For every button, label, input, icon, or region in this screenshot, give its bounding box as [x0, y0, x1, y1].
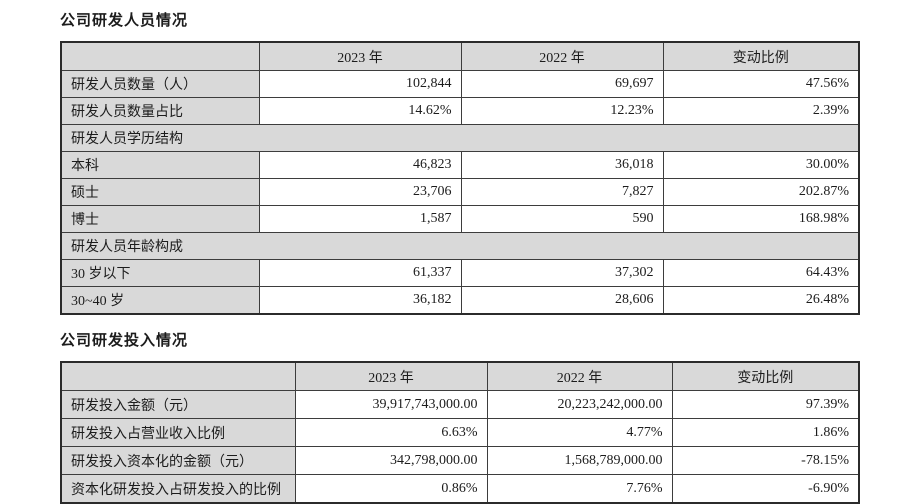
row-label-cell: 研发投入金额（元） [60, 390, 296, 419]
value-2022-cell: 69,697 [460, 70, 664, 98]
row-label-cell: 研发投入占营业收入比例 [60, 418, 296, 447]
value-2023-cell: 102,844 [258, 70, 462, 98]
row-label-cell: 30 岁以下 [60, 259, 260, 287]
value-2023-cell: 46,823 [258, 151, 462, 179]
change-ratio-cell: 2.39% [662, 97, 860, 125]
value-2023-cell: 1,587 [258, 205, 462, 233]
column-header: 2022 年 [486, 361, 673, 391]
section-header-row: 研发人员学历结构 [60, 124, 860, 152]
rd-investment-section-title: 公司研发投入情况 [60, 333, 189, 349]
row-label-cell: 博士 [60, 205, 260, 233]
rd-investment-table: 2023 年 2022 年变动比例 研发投入金额（元） 39,917,743,000… [60, 361, 860, 504]
rd-investment-table-head: 2023 年 2022 年变动比例 [60, 361, 860, 391]
table-row: 博士 1,587 590 168.98% [60, 205, 860, 233]
change-ratio-cell: 30.00% [662, 151, 860, 179]
value-2022-cell: 1,568,789,000.00 [486, 446, 673, 475]
value-2023-cell: 342,798,000.00 [294, 446, 488, 475]
row-label-column-header [60, 361, 296, 391]
column-header: 2023 年 [294, 361, 488, 391]
rd-investment-table-body: 研发投入金额（元） 39,917,743,000.00 20,223,242,000… [60, 390, 860, 504]
change-ratio-cell: -78.15% [671, 446, 860, 475]
row-label-cell: 资本化研发投入占研发投入的比例 [60, 474, 296, 504]
table-row: 本科 46,823 36,018 30.00% [60, 151, 860, 179]
change-ratio-cell: 64.43% [662, 259, 860, 287]
value-2023-cell: 36,182 [258, 286, 462, 315]
header-row: 2023 年 2022 年变动比例 [60, 41, 860, 71]
table-row: 研发投入金额（元） 39,917,743,000.00 20,223,242,000… [60, 390, 860, 419]
column-header: 2023 年 [258, 41, 462, 71]
value-2022-cell: 7,827 [460, 178, 664, 206]
value-2023-cell: 61,337 [258, 259, 462, 287]
change-ratio-cell: 97.39% [671, 390, 860, 419]
column-header: 2022 年 [460, 41, 664, 71]
row-label-column-header [60, 41, 260, 71]
table-row: 30~40 岁 36,182 28,606 26.48% [60, 286, 860, 315]
row-label-cell: 研发投入资本化的金额（元） [60, 446, 296, 475]
value-2022-cell: 20,223,242,000.00 [486, 390, 673, 419]
change-ratio-cell: 202.87% [662, 178, 860, 206]
row-label-cell: 30~40 岁 [60, 286, 260, 315]
value-2023-cell: 0.86% [294, 474, 488, 504]
header-row: 2023 年 2022 年变动比例 [60, 361, 860, 391]
value-2023-cell: 23,706 [258, 178, 462, 206]
table-row: 资本化研发投入占研发投入的比例 0.86% 7.76% -6.90% [60, 474, 860, 504]
change-ratio-cell: -6.90% [671, 474, 860, 504]
section-header-cell: 研发人员学历结构 [60, 124, 860, 152]
row-label-cell: 研发人员数量（人） [60, 70, 260, 98]
row-label-cell: 本科 [60, 151, 260, 179]
value-2022-cell: 37,302 [460, 259, 664, 287]
table-row: 30 岁以下 61,337 37,302 64.43% [60, 259, 860, 287]
value-2022-cell: 7.76% [486, 474, 673, 504]
value-2022-cell: 4.77% [486, 418, 673, 447]
rd-personnel-section-title: 公司研发人员情况 [60, 13, 189, 29]
section-header-row: 研发人员年龄构成 [60, 232, 860, 260]
table-row: 研发人员数量（人） 102,844 69,697 47.56% [60, 70, 860, 98]
column-header: 变动比例 [671, 361, 860, 391]
rd-personnel-table-head: 2023 年 2022 年变动比例 [60, 41, 860, 71]
table-row: 研发投入占营业收入比例 6.63% 4.77% 1.86% [60, 418, 860, 447]
table-row: 研发人员数量占比 14.62% 12.23% 2.39% [60, 97, 860, 125]
value-2022-cell: 36,018 [460, 151, 664, 179]
value-2023-cell: 6.63% [294, 418, 488, 447]
value-2022-cell: 12.23% [460, 97, 664, 125]
table-row: 硕士 23,706 7,827 202.87% [60, 178, 860, 206]
value-2023-cell: 14.62% [258, 97, 462, 125]
change-ratio-cell: 1.86% [671, 418, 860, 447]
change-ratio-cell: 26.48% [662, 286, 860, 315]
value-2023-cell: 39,917,743,000.00 [294, 390, 488, 419]
column-header: 变动比例 [662, 41, 860, 71]
rd-personnel-table: 2023 年 2022 年变动比例 研发人员数量（人） 102,844 69,697 4… [60, 41, 860, 315]
change-ratio-cell: 168.98% [662, 205, 860, 233]
change-ratio-cell: 47.56% [662, 70, 860, 98]
rd-personnel-table-body: 研发人员数量（人） 102,844 69,697 47.56% 研发人员数量占比 14.6… [60, 70, 860, 315]
row-label-cell: 硕士 [60, 178, 260, 206]
section-header-cell: 研发人员年龄构成 [60, 232, 860, 260]
value-2022-cell: 590 [460, 205, 664, 233]
row-label-cell: 研发人员数量占比 [60, 97, 260, 125]
table-row: 研发投入资本化的金额（元） 342,798,000.00 1,568,789,000… [60, 446, 860, 475]
value-2022-cell: 28,606 [460, 286, 664, 315]
